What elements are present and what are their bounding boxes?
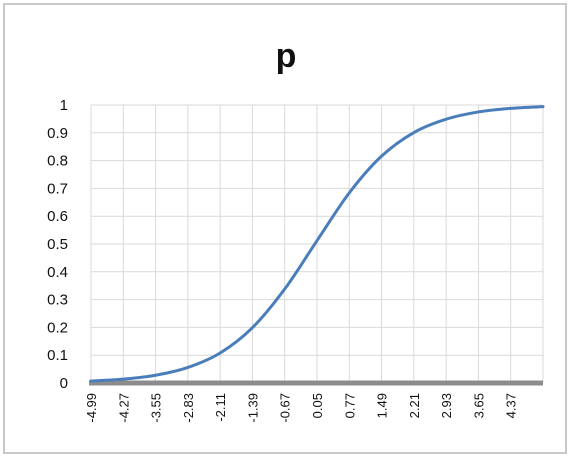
x-tick-label: -2.11 — [213, 393, 228, 422]
chart-title: p — [275, 37, 297, 75]
x-tick-label: 4.37 — [504, 393, 519, 418]
y-tick-label: 0.6 — [47, 208, 68, 225]
y-tick-label: 0.4 — [47, 264, 68, 281]
x-tick-label: 2.93 — [439, 393, 454, 418]
y-tick-label: 1 — [60, 97, 68, 114]
x-tick-label: 3.65 — [471, 393, 486, 418]
x-tick-label: 0.05 — [310, 393, 325, 418]
x-tick-label: -0.67 — [278, 393, 293, 423]
y-tick-label: 0.5 — [47, 236, 68, 253]
y-tick-label: 0 — [60, 375, 68, 392]
y-tick-label: 0.2 — [47, 319, 68, 336]
y-tick-label: 0.8 — [47, 153, 68, 170]
y-tick-label: 0.3 — [47, 292, 68, 309]
y-tick-label: 0.9 — [47, 125, 68, 142]
x-tick-label: 0.77 — [342, 393, 357, 418]
x-tick-label: -1.39 — [245, 393, 260, 423]
x-tick-label: -4.27 — [116, 393, 131, 423]
x-tick-label: -4.99 — [84, 393, 99, 423]
x-tick-label: -2.83 — [181, 393, 196, 423]
x-tick-label: 1.49 — [375, 393, 390, 418]
x-tick-label: 2.21 — [407, 393, 422, 418]
y-tick-label: 0.7 — [47, 180, 68, 197]
x-tick-label: -3.55 — [149, 393, 164, 423]
series-line — [89, 105, 545, 383]
y-tick-label: 0.1 — [47, 347, 68, 364]
